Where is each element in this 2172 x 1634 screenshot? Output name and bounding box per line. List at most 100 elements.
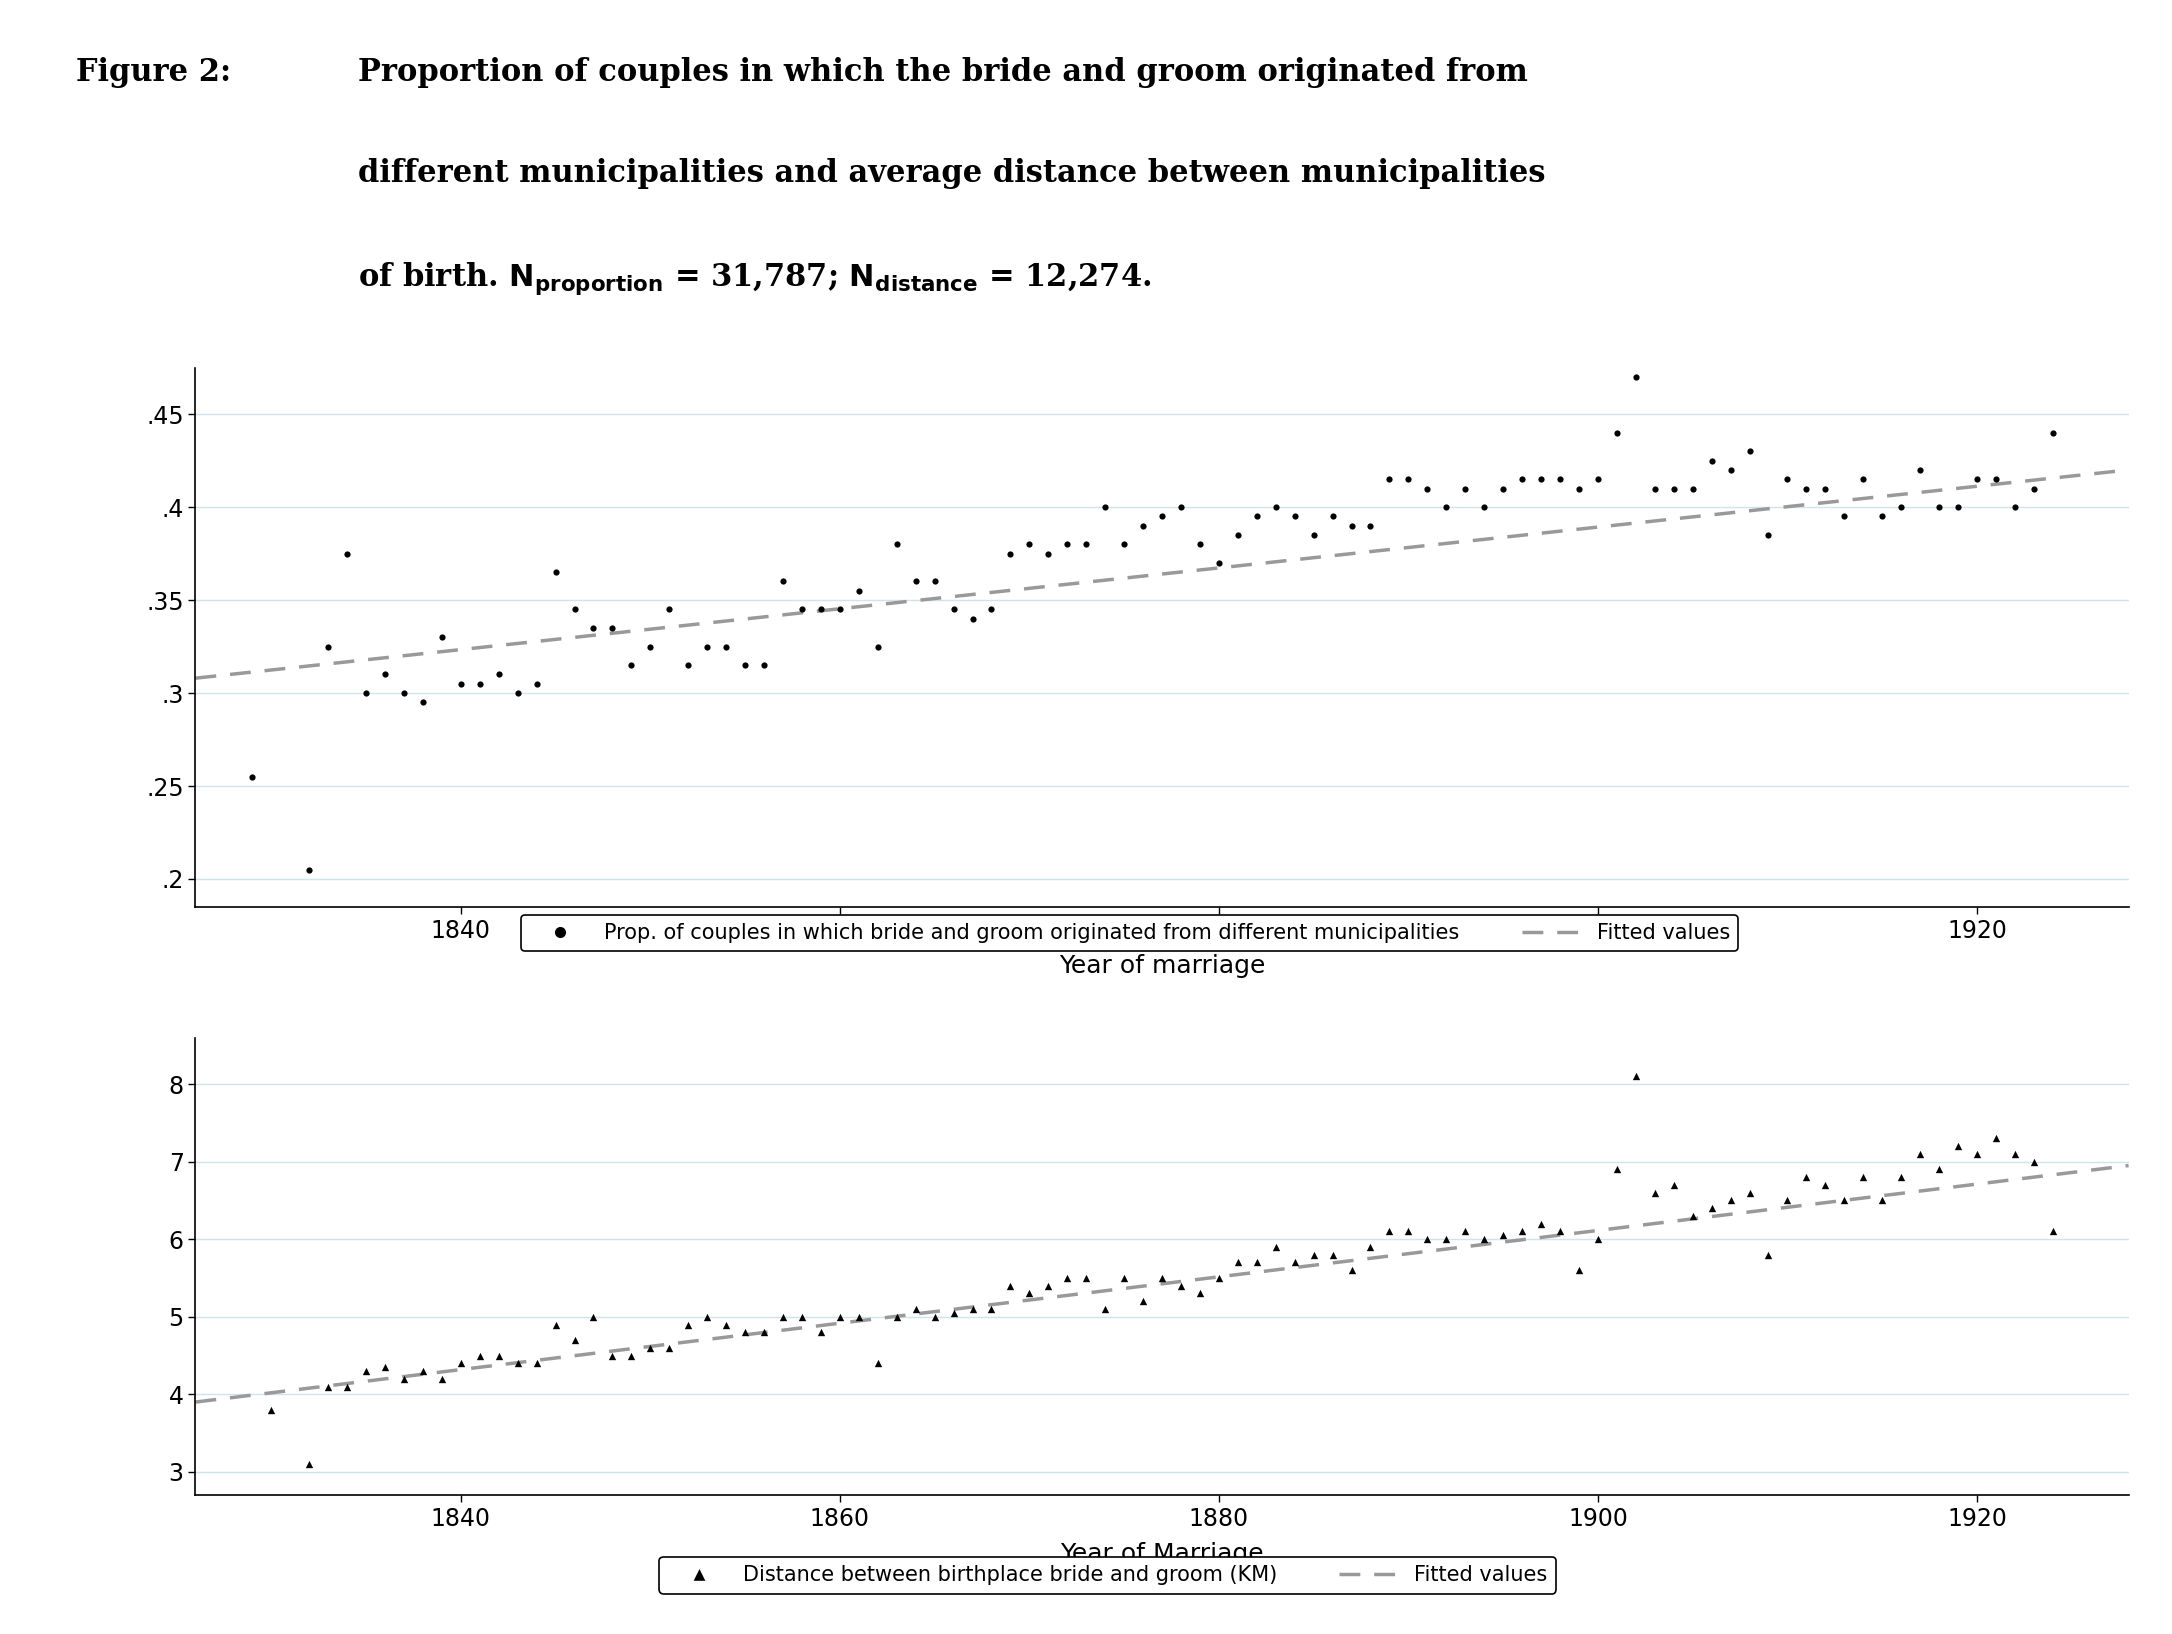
Point <box>1581 1226 1616 1252</box>
Point <box>1201 1265 1236 1291</box>
Point <box>1145 1265 1179 1291</box>
Point <box>1790 1163 1824 1190</box>
Point <box>1012 1281 1047 1307</box>
Point <box>1334 1257 1368 1283</box>
Point <box>1770 466 1805 492</box>
Point <box>1334 513 1368 539</box>
Point <box>1486 1222 1520 1248</box>
Point <box>1449 1219 1483 1245</box>
Point <box>1731 438 1766 464</box>
Point <box>936 596 971 623</box>
Point <box>615 652 649 678</box>
Point <box>784 1304 819 1330</box>
Point <box>595 1343 630 1369</box>
Point <box>823 1304 858 1330</box>
Point <box>1240 503 1275 529</box>
Point <box>311 1374 345 1400</box>
Point <box>1542 1219 1577 1245</box>
Point <box>1486 475 1520 502</box>
Point <box>1846 466 1881 492</box>
Point <box>1108 1265 1142 1291</box>
Point <box>1525 1211 1559 1237</box>
Point <box>1221 1250 1255 1276</box>
Point <box>1599 420 1633 446</box>
Point <box>1088 493 1123 520</box>
Point <box>1125 513 1160 539</box>
Point <box>1505 466 1540 492</box>
Point <box>1675 1203 1709 1229</box>
Point <box>956 606 990 632</box>
Point <box>899 569 934 595</box>
Point <box>1979 1126 2013 1152</box>
Point <box>936 1299 971 1325</box>
Point <box>917 1304 951 1330</box>
Point <box>1201 549 1236 575</box>
Point <box>1657 1172 1692 1198</box>
Point <box>1675 475 1709 502</box>
Point <box>1751 1242 1785 1268</box>
Point <box>1049 531 1084 557</box>
Point <box>632 634 667 660</box>
Point <box>1049 1265 1084 1291</box>
Point <box>519 670 554 696</box>
Point <box>1751 521 1785 547</box>
Point <box>1581 466 1616 492</box>
Point <box>406 1358 441 1384</box>
Point <box>1410 475 1444 502</box>
Point <box>1694 448 1729 474</box>
Point <box>367 662 402 688</box>
Point <box>291 1451 326 1477</box>
Point <box>1240 1250 1275 1276</box>
Point <box>956 1296 990 1322</box>
Point <box>1182 1281 1216 1307</box>
Point <box>1807 1172 1842 1198</box>
Point <box>728 652 762 678</box>
Point <box>500 1350 534 1376</box>
Point <box>880 1304 914 1330</box>
Point <box>1998 1141 2033 1167</box>
Point <box>1922 1157 1957 1183</box>
Point <box>350 680 384 706</box>
Point <box>311 634 345 660</box>
Point <box>880 531 914 557</box>
Point <box>443 1350 478 1376</box>
Point <box>993 541 1027 567</box>
Point <box>1088 1296 1123 1322</box>
Point <box>1164 493 1199 520</box>
Point <box>1940 493 1974 520</box>
Point <box>1182 531 1216 557</box>
Point <box>576 1304 610 1330</box>
Point <box>804 1319 838 1345</box>
Point <box>899 1296 934 1322</box>
Point <box>500 680 534 706</box>
Point <box>1277 503 1312 529</box>
Point <box>1297 521 1331 547</box>
Point <box>1657 475 1692 502</box>
Point <box>1145 503 1179 529</box>
Point <box>671 652 706 678</box>
Point <box>1390 1219 1425 1245</box>
Point <box>784 596 819 623</box>
Point <box>691 634 725 660</box>
Point <box>708 634 743 660</box>
Point <box>1525 466 1559 492</box>
Point <box>652 596 686 623</box>
Point <box>765 569 799 595</box>
Point <box>860 1350 895 1376</box>
Point <box>1979 466 2013 492</box>
Point <box>632 1335 667 1361</box>
Point <box>1618 1064 1653 1090</box>
Point <box>387 680 421 706</box>
Point <box>1466 1226 1501 1252</box>
Point <box>1032 541 1066 567</box>
Point <box>1429 493 1464 520</box>
Point <box>1542 466 1577 492</box>
Point <box>1922 493 1957 520</box>
Point <box>595 614 630 641</box>
Point <box>1959 1141 1994 1167</box>
Point <box>1770 1188 1805 1214</box>
X-axis label: Year of Marriage: Year of Marriage <box>1060 1542 1264 1565</box>
Point <box>823 596 858 623</box>
Point <box>1883 493 1918 520</box>
Text: of birth. $\mathbf{N}_{\mathbf{proportion}}$ = 31,787; $\mathbf{N}_{\mathbf{dist: of birth. $\mathbf{N}_{\mathbf{proportio… <box>358 260 1151 297</box>
